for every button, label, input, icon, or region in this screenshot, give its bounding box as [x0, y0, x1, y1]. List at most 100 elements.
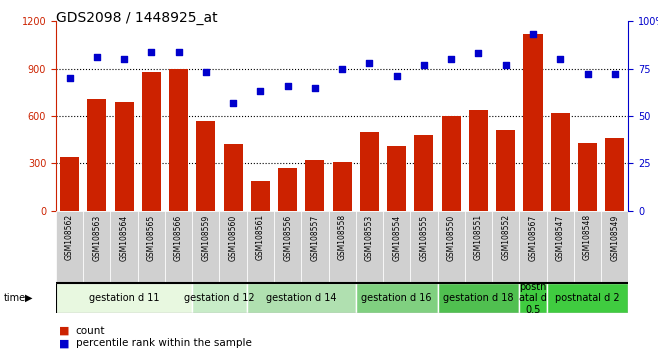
Bar	[83, 211, 111, 283]
Bar	[56, 283, 192, 313]
Text: gestation d 16: gestation d 16	[361, 293, 432, 303]
Bar	[56, 211, 83, 283]
Text: gestation d 12: gestation d 12	[184, 293, 255, 303]
Point	[555, 56, 565, 62]
Point	[473, 51, 484, 56]
Text: GSM108561: GSM108561	[256, 214, 265, 261]
Point	[392, 73, 402, 79]
Point	[364, 60, 374, 66]
Bar	[220, 211, 247, 283]
Bar	[465, 211, 492, 283]
Text: GSM108554: GSM108554	[392, 214, 401, 261]
Text: GSM108552: GSM108552	[501, 214, 510, 261]
Text: GSM108562: GSM108562	[65, 214, 74, 261]
Text: GSM108555: GSM108555	[419, 214, 428, 261]
Text: postnatal d 2: postnatal d 2	[555, 293, 620, 303]
Point	[446, 56, 457, 62]
Text: GSM108556: GSM108556	[283, 214, 292, 261]
Bar	[169, 69, 188, 211]
Point	[282, 83, 293, 88]
Bar	[387, 146, 406, 211]
Bar	[496, 130, 515, 211]
Bar	[114, 102, 134, 211]
Bar	[356, 211, 383, 283]
Text: GSM108557: GSM108557	[311, 214, 319, 261]
Bar	[492, 211, 519, 283]
Text: GSM108565: GSM108565	[147, 214, 156, 261]
Point	[91, 55, 102, 60]
Bar	[547, 211, 574, 283]
Bar	[247, 283, 356, 313]
Point	[528, 32, 538, 37]
Text: gestation d 14: gestation d 14	[266, 293, 336, 303]
Bar	[142, 72, 161, 211]
Text: GSM108567: GSM108567	[528, 214, 538, 261]
Bar	[415, 135, 434, 211]
Bar	[251, 181, 270, 211]
Point	[119, 56, 130, 62]
Bar	[60, 157, 79, 211]
Bar	[469, 110, 488, 211]
Text: GSM108547: GSM108547	[556, 214, 565, 261]
Text: ▶: ▶	[25, 293, 32, 303]
Bar	[551, 113, 570, 211]
Bar	[411, 211, 438, 283]
Text: percentile rank within the sample: percentile rank within the sample	[76, 338, 251, 348]
Text: count: count	[76, 326, 105, 336]
Text: GSM108566: GSM108566	[174, 214, 183, 261]
Text: GSM108550: GSM108550	[447, 214, 456, 261]
Bar	[601, 211, 628, 283]
Text: GSM108549: GSM108549	[610, 214, 619, 261]
Bar	[192, 211, 220, 283]
Bar	[138, 211, 165, 283]
Bar	[274, 211, 301, 283]
Text: time: time	[3, 293, 26, 303]
Text: GSM108551: GSM108551	[474, 214, 483, 261]
Point	[255, 88, 266, 94]
Text: GSM108553: GSM108553	[365, 214, 374, 261]
Bar	[333, 162, 352, 211]
Bar	[247, 211, 274, 283]
Bar	[519, 211, 547, 283]
Text: GSM108563: GSM108563	[92, 214, 101, 261]
Bar	[305, 160, 324, 211]
Bar	[578, 143, 597, 211]
Bar	[192, 283, 247, 313]
Bar	[605, 138, 624, 211]
Text: ■: ■	[59, 326, 70, 336]
Bar	[519, 283, 547, 313]
Point	[337, 66, 347, 72]
Text: GSM108564: GSM108564	[120, 214, 128, 261]
Bar	[383, 211, 411, 283]
Text: GSM108548: GSM108548	[583, 214, 592, 261]
Bar	[442, 116, 461, 211]
Point	[201, 69, 211, 75]
Bar	[278, 168, 297, 211]
Bar	[88, 98, 107, 211]
Text: gestation d 11: gestation d 11	[89, 293, 159, 303]
Bar	[111, 211, 138, 283]
Point	[501, 62, 511, 68]
Text: GSM108558: GSM108558	[338, 214, 347, 261]
Point	[310, 85, 320, 90]
Point	[609, 72, 620, 77]
Text: GSM108559: GSM108559	[201, 214, 211, 261]
Text: GDS2098 / 1448925_at: GDS2098 / 1448925_at	[56, 11, 218, 25]
Point	[582, 72, 593, 77]
Point	[146, 49, 157, 55]
Text: gestation d 18: gestation d 18	[443, 293, 514, 303]
Point	[418, 62, 429, 68]
Bar	[438, 211, 465, 283]
Bar	[547, 283, 628, 313]
Bar	[438, 283, 519, 313]
Bar	[224, 144, 243, 211]
Point	[64, 75, 75, 81]
Bar	[524, 34, 542, 211]
Bar	[360, 132, 379, 211]
Point	[228, 100, 238, 105]
Text: ■: ■	[59, 338, 70, 348]
Bar	[356, 283, 438, 313]
Bar	[165, 211, 192, 283]
Text: postn
atal d
0.5: postn atal d 0.5	[519, 282, 547, 315]
Point	[173, 49, 184, 55]
